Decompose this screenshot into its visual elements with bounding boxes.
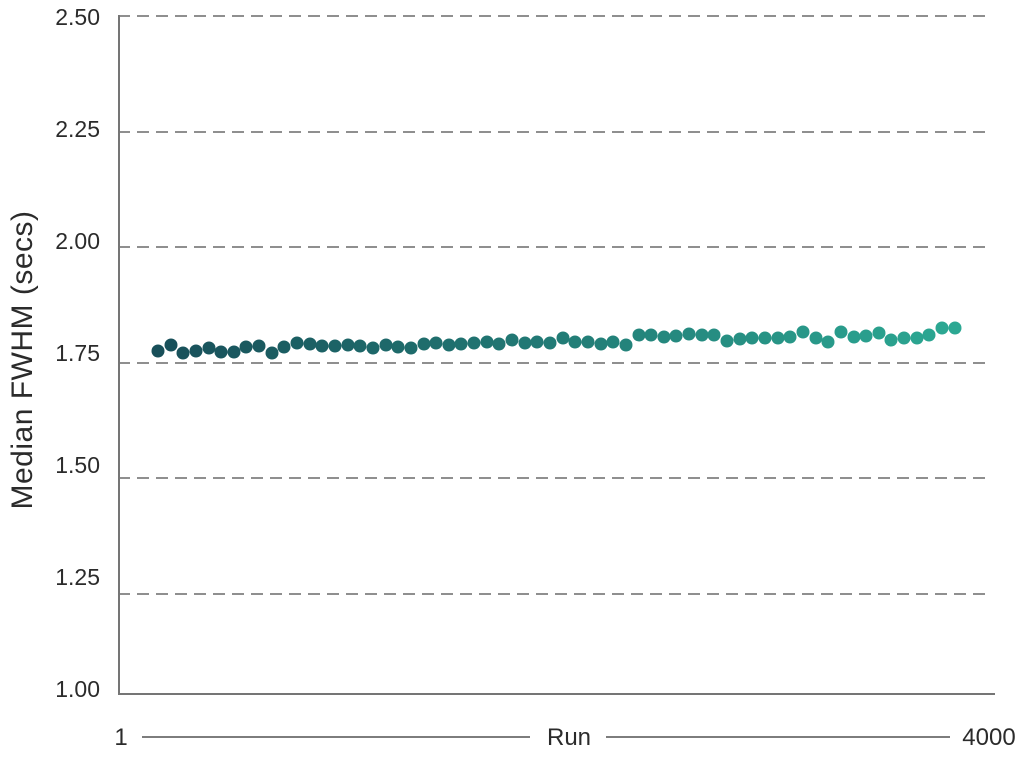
data-point (884, 333, 898, 347)
data-point (404, 341, 418, 355)
data-point (151, 344, 165, 358)
y-tick-label: 1.00 (55, 676, 100, 702)
y-axis-spine (118, 15, 120, 695)
data-point (657, 330, 671, 344)
data-point (176, 346, 190, 360)
data-point (227, 345, 241, 359)
data-point (948, 321, 962, 335)
data-point (720, 334, 734, 348)
data-point (543, 336, 557, 350)
data-point (467, 336, 481, 350)
data-point (758, 331, 772, 345)
data-point (771, 331, 785, 345)
data-point (303, 337, 317, 351)
data-point (669, 329, 683, 343)
data-point (252, 339, 266, 353)
data-point (581, 335, 595, 349)
data-point (189, 344, 203, 358)
data-point (922, 328, 936, 342)
data-point (239, 340, 253, 354)
data-point (265, 346, 279, 360)
data-point (454, 337, 468, 351)
gridline (118, 130, 990, 133)
data-point (783, 330, 797, 344)
data-point (442, 338, 456, 352)
data-point (492, 337, 506, 351)
y-tick-label: 1.25 (55, 564, 100, 590)
gridline (118, 361, 990, 364)
data-point (821, 335, 835, 349)
data-point (379, 338, 393, 352)
data-point (202, 341, 215, 355)
data-point (530, 335, 544, 349)
x-axis-line-right (606, 736, 950, 738)
data-point (632, 328, 645, 342)
data-point (897, 331, 911, 345)
data-point (707, 328, 721, 342)
data-point (480, 335, 494, 349)
data-point (214, 345, 228, 359)
data-point (644, 328, 658, 342)
data-point (809, 331, 823, 345)
x-axis-min-label: 1 (114, 724, 128, 751)
y-tick-label: 2.25 (55, 116, 100, 142)
data-point (164, 338, 178, 352)
data-point (594, 337, 608, 351)
data-point (505, 333, 519, 347)
y-tick-label: 2.00 (55, 228, 100, 254)
data-point (872, 326, 886, 340)
data-point (606, 335, 620, 349)
data-point (859, 329, 873, 343)
gridline (118, 15, 990, 17)
data-point (556, 331, 570, 345)
data-point (847, 330, 860, 344)
x-axis-line-left (142, 736, 530, 738)
data-point (391, 340, 405, 354)
data-point (682, 327, 696, 341)
data-point (568, 335, 582, 349)
data-point (910, 331, 924, 345)
data-point (277, 340, 291, 354)
data-point (935, 321, 949, 335)
data-point (695, 328, 709, 342)
data-point (315, 339, 329, 353)
data-point (834, 325, 848, 339)
data-point (341, 338, 355, 352)
y-tick-label: 1.50 (55, 452, 100, 478)
data-point (619, 338, 633, 352)
data-point (417, 337, 430, 351)
data-point (518, 336, 532, 350)
data-point (733, 332, 747, 346)
x-axis-max-label: 4000 (962, 724, 1016, 751)
gridline (118, 592, 990, 595)
gridline (118, 477, 990, 479)
data-point (353, 339, 367, 353)
gridline (118, 246, 990, 248)
data-point (429, 336, 443, 350)
data-point (796, 325, 810, 339)
y-tick-label: 1.75 (55, 340, 100, 366)
data-point (290, 336, 304, 350)
data-point (328, 339, 342, 353)
x-axis-spine (118, 693, 995, 695)
x-axis-title: Run (546, 724, 592, 751)
y-tick-label: 2.50 (55, 4, 100, 30)
data-point (745, 331, 759, 345)
data-point (366, 341, 380, 355)
